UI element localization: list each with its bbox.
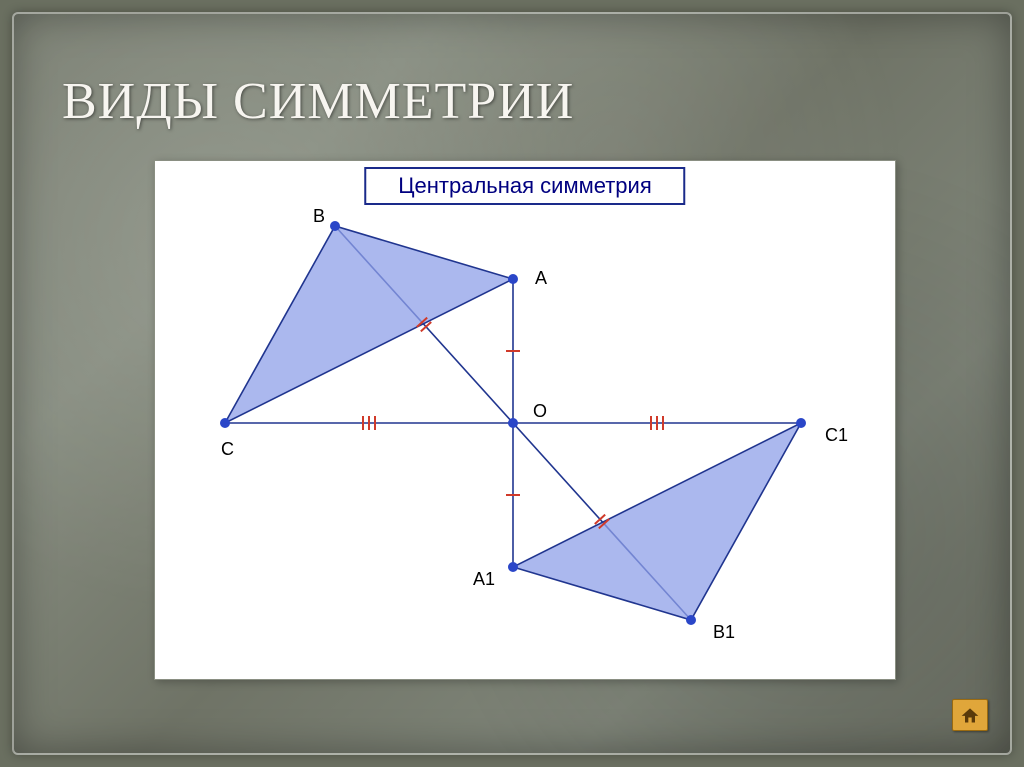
page-title: ВИДЫ СИММЕТРИИ <box>62 72 574 131</box>
svg-text:C1: C1 <box>825 425 848 445</box>
slide-background: ВИДЫ СИММЕТРИИ Центральная симметрия ABC… <box>12 12 1012 755</box>
svg-text:C: C <box>221 439 234 459</box>
svg-text:A: A <box>535 268 547 288</box>
symmetry-diagram: A B C O A1 B1 C1 <box>155 161 897 681</box>
svg-text:B1: B1 <box>713 622 735 642</box>
home-button[interactable] <box>952 699 988 731</box>
slide-frame: ВИДЫ СИММЕТРИИ Центральная симметрия ABC… <box>0 0 1024 767</box>
svg-text:A1: A1 <box>473 569 495 589</box>
home-icon <box>960 706 980 724</box>
svg-text:O: O <box>533 401 547 421</box>
svg-text:B: B <box>313 206 325 226</box>
diagram-panel: Центральная симметрия ABCOA1B1C1 <box>154 160 896 680</box>
